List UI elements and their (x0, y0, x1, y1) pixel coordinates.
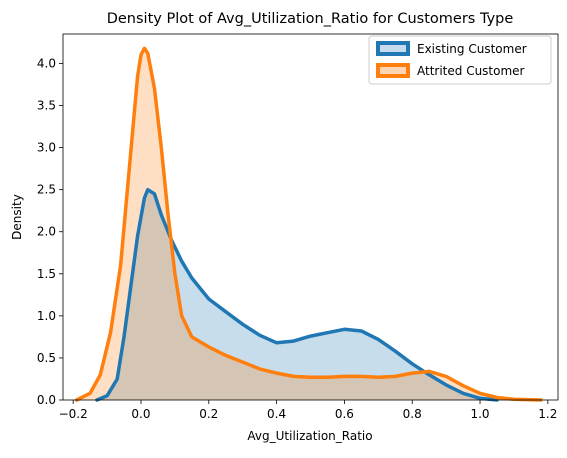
density-line-existing (95, 187, 499, 402)
y-axis-label: Density (10, 194, 24, 240)
x-tick-label: 1.0 (470, 407, 489, 421)
x-tick-label: 0.0 (131, 407, 150, 421)
legend-entry-attrited: Attrited Customer (376, 63, 525, 78)
x-axis-label: Avg_Utilization_Ratio (247, 429, 372, 443)
legend-swatch-existing (376, 41, 410, 56)
y-tick-label: 2.0 (37, 225, 56, 239)
legend-box (368, 35, 552, 85)
legend-label-existing: Existing Customer (417, 42, 527, 56)
legend: Existing Customer Attrited Customer (368, 35, 552, 85)
plot-area (62, 33, 559, 402)
density-fills (76, 48, 541, 401)
x-tick-label: −0.2 (59, 407, 88, 421)
y-tick-label: 3.5 (37, 99, 56, 113)
legend-label-attrited: Attrited Customer (417, 64, 525, 78)
y-tick-label: 0.0 (37, 393, 56, 407)
x-axis-ticks: −0.2 0.0 0.2 0.4 0.6 0.8 1.0 1.2 (59, 400, 557, 421)
y-tick-label: 1.0 (37, 309, 56, 323)
y-axis-ticks: 0.0 0.5 1.0 1.5 2.0 2.5 3.0 3.5 4.0 (37, 56, 63, 407)
y-tick-label: 0.5 (37, 351, 56, 365)
y-tick-label: 1.5 (37, 267, 56, 281)
x-tick-label: 0.2 (199, 407, 218, 421)
x-tick-label: 0.6 (335, 407, 354, 421)
x-tick-label: 1.2 (538, 407, 557, 421)
y-tick-label: 2.5 (37, 183, 56, 197)
x-tick-label: 0.4 (267, 407, 286, 421)
density-area-attrited (76, 48, 541, 401)
chart-title: Density Plot of Avg_Utilization_Ratio fo… (107, 11, 514, 27)
y-tick-label: 4.0 (37, 56, 56, 70)
legend-entry-existing: Existing Customer (376, 41, 527, 56)
density-line-attrited (74, 46, 543, 402)
x-tick-label: 0.8 (403, 407, 422, 421)
plot-frame (62, 33, 559, 401)
density-area-existing (96, 189, 498, 400)
legend-swatch-attrited (376, 63, 410, 78)
density-lines (74, 46, 543, 402)
y-tick-label: 3.0 (37, 141, 56, 155)
